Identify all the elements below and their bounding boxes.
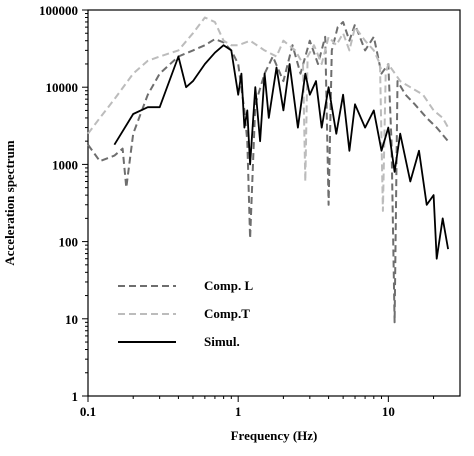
x-tick-label: 0.1 — [80, 404, 96, 419]
y-tick-label: 10000 — [46, 80, 79, 95]
y-tick-label: 1 — [72, 389, 79, 404]
y-tick-label: 100000 — [39, 3, 78, 18]
series-line — [87, 16, 449, 212]
series-line — [113, 44, 449, 260]
y-tick-label: 10 — [65, 312, 78, 327]
legend-label: Simul. — [204, 334, 240, 349]
plot-frame — [87, 9, 461, 397]
y-tick-label: 100 — [59, 235, 79, 250]
y-tick-label: 1000 — [52, 157, 78, 172]
x-tick-label: 10 — [382, 404, 395, 419]
series-line — [87, 21, 449, 324]
legend-label: Comp. L — [204, 278, 253, 293]
x-axis-label: Frequency (Hz) — [231, 428, 318, 443]
y-axis-label: Acceleration spectrum — [2, 140, 17, 265]
x-tick-label: 1 — [235, 404, 242, 419]
legend-label: Comp.T — [204, 306, 250, 321]
